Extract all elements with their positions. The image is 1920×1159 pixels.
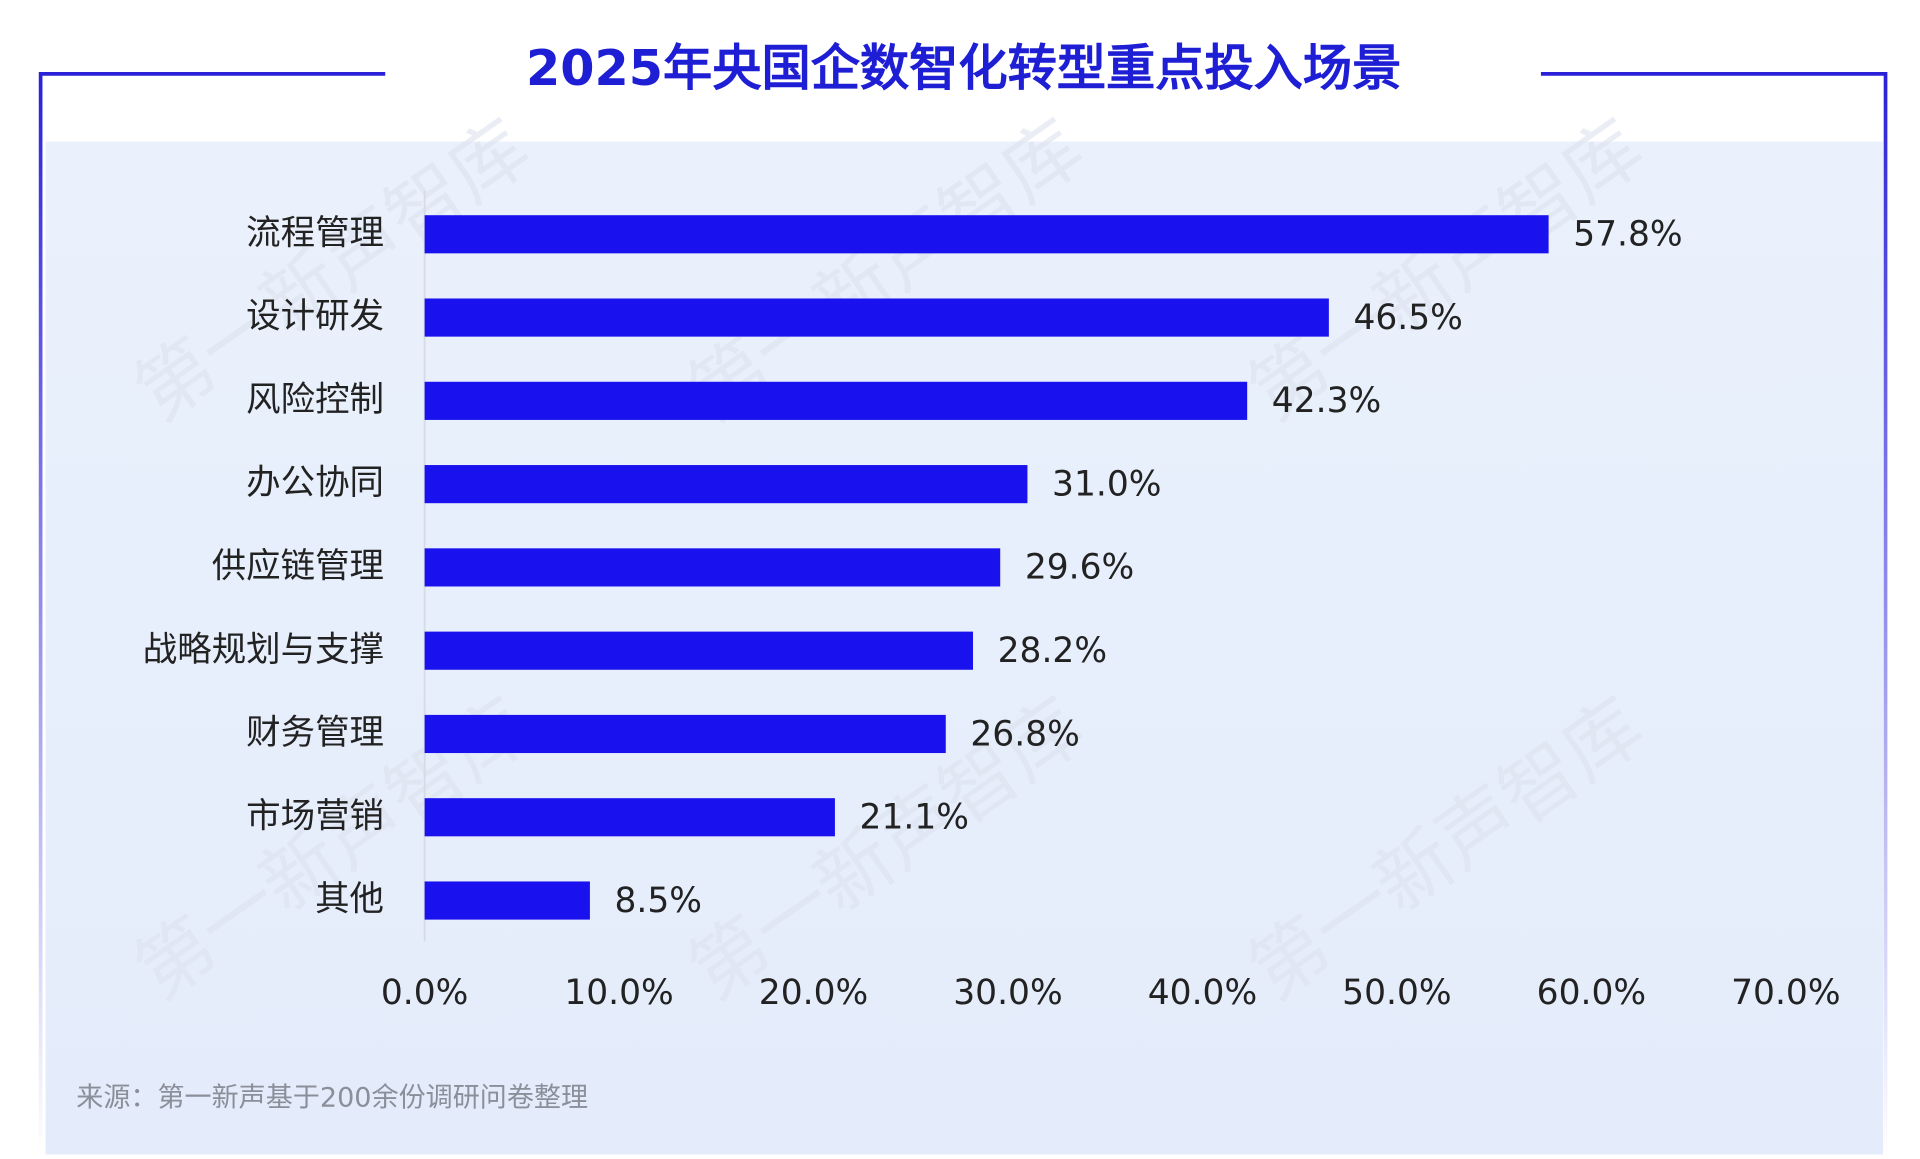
value-label: 57.8% <box>1573 215 1682 255</box>
bar <box>424 881 590 920</box>
bar <box>424 798 835 837</box>
y-tick-label: 设计研发 <box>246 297 384 337</box>
bar <box>424 298 1329 337</box>
value-label: 21.1% <box>860 798 969 838</box>
x-tick-label: 60.0% <box>1537 973 1646 1013</box>
y-tick-label: 风险控制 <box>246 380 384 420</box>
frame-right <box>1540 72 1888 1155</box>
source-note: 来源：第一新声基于200余份调研问卷整理 <box>76 1083 588 1114</box>
value-label: 29.6% <box>1025 548 1134 588</box>
x-tick-label: 50.0% <box>1342 973 1451 1013</box>
value-label: 42.3% <box>1272 381 1381 421</box>
bar <box>424 714 946 754</box>
bar <box>424 631 973 670</box>
x-tick-label: 20.0% <box>759 973 868 1013</box>
bar <box>424 381 1248 420</box>
x-tick-label: 70.0% <box>1731 973 1840 1013</box>
y-tick-label: 市场营销 <box>246 796 384 836</box>
bar <box>424 548 1001 587</box>
x-tick-label: 40.0% <box>1148 973 1257 1013</box>
x-tick-label: 0.0% <box>381 973 469 1013</box>
y-tick-label: 财务管理 <box>246 713 384 753</box>
x-tick-label: 10.0% <box>564 973 673 1013</box>
bar <box>424 465 1028 504</box>
y-tick-label: 其他 <box>315 880 384 920</box>
frame-left <box>38 72 386 1155</box>
x-tick-label: 30.0% <box>953 973 1062 1013</box>
value-label: 8.5% <box>615 881 703 921</box>
y-tick-label: 流程管理 <box>246 213 384 253</box>
y-tick-label: 办公协同 <box>246 463 384 503</box>
y-tick-label: 供应链管理 <box>212 547 384 587</box>
y-tick-label: 战略规划与支撑 <box>143 630 384 670</box>
chart-title: 2025年央国企数智化转型重点投入场景 <box>526 39 1401 97</box>
value-label: 26.8% <box>970 714 1079 754</box>
bar <box>424 215 1549 254</box>
value-label: 46.5% <box>1353 298 1462 338</box>
value-label: 28.2% <box>998 631 1107 671</box>
value-label: 31.0% <box>1052 464 1161 504</box>
